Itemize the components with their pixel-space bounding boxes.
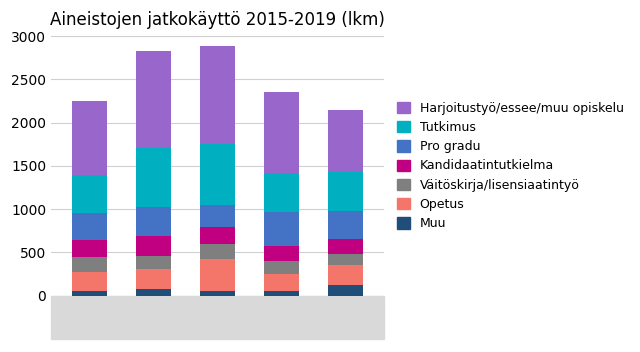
Bar	[264, 93, 299, 173]
Bar	[136, 207, 171, 236]
Title: Aineistojen jatkokäyttö 2015-2019 (lkm): Aineistojen jatkokäyttö 2015-2019 (lkm)	[50, 11, 385, 29]
Bar	[328, 239, 363, 254]
Bar	[51, 296, 383, 339]
Bar	[200, 46, 235, 144]
Bar	[136, 51, 171, 148]
Bar	[200, 290, 235, 296]
Bar	[72, 101, 107, 175]
Bar	[264, 274, 299, 290]
Bar	[328, 110, 363, 171]
Bar	[264, 246, 299, 261]
Bar	[136, 269, 171, 289]
Bar	[136, 256, 171, 269]
Bar	[264, 261, 299, 274]
Bar	[328, 210, 363, 239]
Bar	[328, 254, 363, 265]
Bar	[328, 285, 363, 296]
Bar	[200, 205, 235, 227]
Bar	[72, 272, 107, 291]
Bar	[72, 175, 107, 213]
Bar	[200, 244, 235, 258]
Bar	[136, 236, 171, 256]
Bar	[72, 213, 107, 240]
Bar	[264, 290, 299, 296]
Bar	[200, 258, 235, 290]
Bar	[264, 212, 299, 246]
Bar	[72, 240, 107, 257]
Bar	[72, 291, 107, 296]
Bar	[200, 144, 235, 205]
Bar	[264, 173, 299, 212]
Bar	[136, 289, 171, 296]
Bar	[136, 148, 171, 207]
Bar	[72, 257, 107, 272]
Bar	[200, 227, 235, 244]
Legend: Harjoitustyö/essee/muu opiskelu, Tutkimus, Pro gradu, Kandidaatintutkielma, Väit: Harjoitustyö/essee/muu opiskelu, Tutkimu…	[393, 98, 627, 234]
Bar	[328, 265, 363, 285]
Bar	[328, 171, 363, 210]
